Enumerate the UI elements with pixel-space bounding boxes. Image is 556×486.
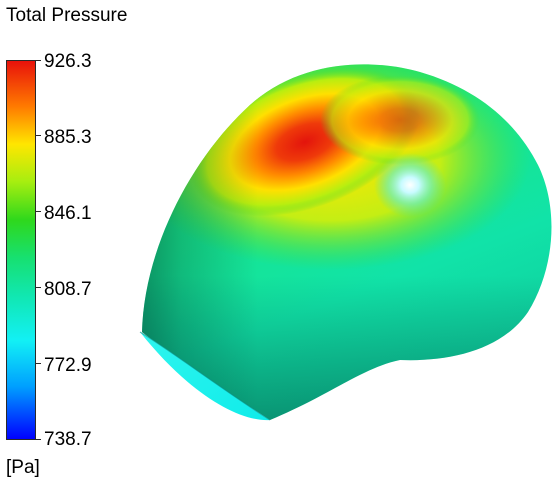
legend-title: Total Pressure	[6, 5, 128, 26]
tick-label-min: 738.7	[44, 429, 92, 450]
tick-label: 846.1	[44, 203, 92, 224]
tick-mark	[36, 287, 41, 288]
tick-label-max: 926.3	[44, 51, 92, 72]
tick-mark	[36, 439, 41, 440]
tick-label: 885.3	[44, 127, 92, 148]
tick-mark	[36, 211, 41, 212]
tick-label: 808.7	[44, 279, 92, 300]
tick-mark	[36, 363, 41, 364]
tick-mark	[36, 60, 41, 61]
pressure-contour-body	[139, 64, 552, 421]
unit-label: [Pa]	[6, 457, 40, 478]
colorbar	[6, 60, 36, 440]
tick-mark	[36, 135, 41, 136]
tick-label: 772.9	[44, 355, 92, 376]
